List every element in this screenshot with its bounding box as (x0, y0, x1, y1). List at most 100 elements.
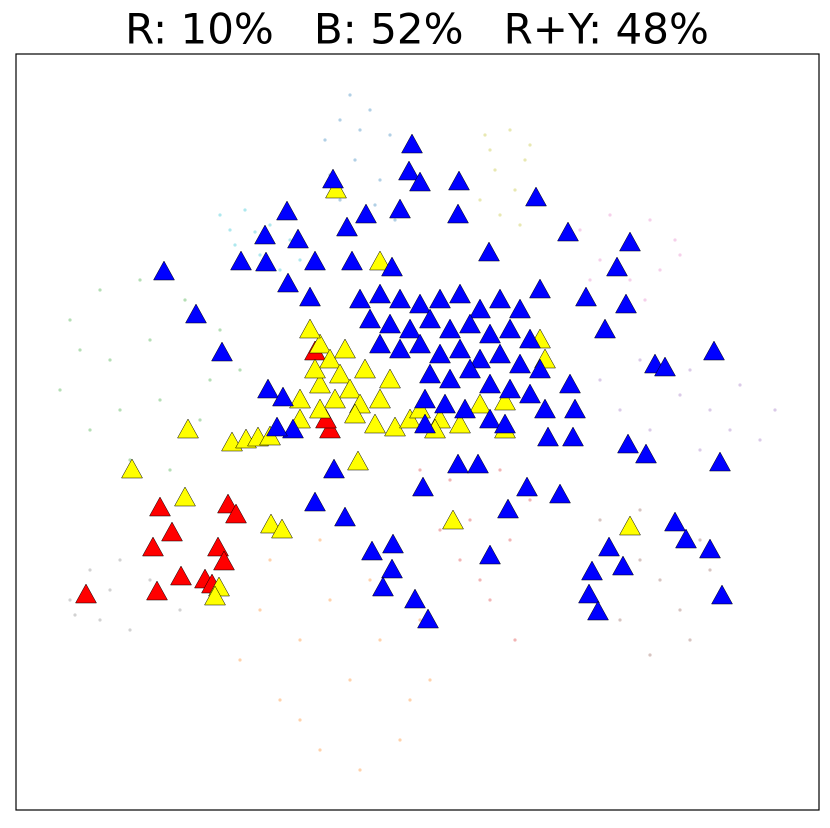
background-point (618, 618, 622, 622)
triangle-marker (575, 286, 597, 307)
background-point (488, 598, 492, 602)
background-point (408, 698, 412, 702)
triangle-marker (315, 408, 337, 429)
triangle-marker (429, 343, 451, 364)
triangle-marker (578, 583, 600, 604)
background-point (688, 638, 692, 642)
triangle-marker (404, 588, 426, 609)
background-point (528, 143, 532, 147)
plot-frame (15, 53, 820, 811)
triangle-marker (447, 203, 469, 224)
triangle-marker (185, 303, 207, 324)
background-point (398, 738, 402, 742)
background-point (183, 298, 187, 302)
triangle-marker (276, 200, 298, 221)
triangle-marker (564, 398, 586, 419)
background-point (728, 428, 732, 432)
triangle-marker (398, 160, 420, 181)
triangle-marker (619, 515, 641, 536)
background-point (468, 518, 472, 522)
triangle-marker (581, 560, 603, 581)
background-point (318, 748, 322, 752)
triangle-marker (479, 323, 501, 344)
triangle-marker (211, 341, 233, 362)
background-point (678, 393, 682, 397)
background-point (673, 238, 677, 242)
triangle-marker (334, 338, 356, 359)
background-point (168, 468, 172, 472)
triangle-marker (325, 178, 347, 199)
triangle-marker (459, 358, 481, 379)
background-point (738, 383, 742, 387)
background-point (498, 213, 502, 217)
background-point (508, 538, 512, 542)
background-point (348, 93, 352, 97)
triangle-marker (359, 308, 381, 329)
background-point (78, 348, 82, 352)
triangle-marker (369, 333, 391, 354)
background-point (288, 238, 292, 242)
background-point (588, 278, 592, 282)
background-point (338, 118, 342, 122)
background-point (638, 508, 642, 512)
triangle-marker (519, 383, 541, 404)
triangle-marker (711, 584, 733, 605)
triangle-marker (389, 288, 411, 309)
background-point (418, 618, 422, 622)
background-point (198, 418, 202, 422)
triangle-marker (304, 250, 326, 271)
triangle-marker (381, 256, 403, 277)
triangle-marker (489, 288, 511, 309)
background-point (478, 198, 482, 202)
background-point (68, 318, 72, 322)
background-point (478, 578, 482, 582)
triangle-marker (478, 241, 500, 262)
background-point (268, 223, 272, 227)
triangle-marker (414, 388, 436, 409)
triangle-marker (412, 476, 434, 497)
background-point (773, 408, 777, 412)
chart-title: R: 10% B: 52% R+Y: 48% (125, 5, 709, 54)
triangle-marker (459, 313, 481, 334)
background-point (348, 678, 352, 682)
background-point (388, 133, 392, 137)
background-point (118, 408, 122, 412)
triangle-marker (379, 313, 401, 334)
triangle-marker (349, 288, 371, 309)
triangle-marker (469, 298, 491, 319)
triangle-marker (494, 413, 516, 434)
background-point (418, 468, 422, 472)
background-point (698, 538, 702, 542)
background-point (278, 268, 282, 272)
triangle-marker (304, 491, 326, 512)
triangle-marker (509, 298, 531, 319)
background-point (628, 278, 632, 282)
triangle-marker (664, 511, 686, 532)
triangle-marker (389, 338, 411, 359)
background-point (378, 178, 382, 182)
triangle-marker (304, 358, 326, 379)
background-point (638, 558, 642, 562)
background-point (638, 358, 642, 362)
background-point (278, 698, 282, 702)
background-point (598, 518, 602, 522)
triangle-marker (497, 498, 519, 519)
background-point (118, 558, 122, 562)
background-point (618, 408, 622, 412)
background-point (458, 558, 462, 562)
background-point (643, 298, 647, 302)
triangle-marker (409, 293, 431, 314)
background-point (528, 498, 532, 502)
background-point (338, 198, 342, 202)
triangle-marker (557, 221, 579, 242)
triangle-marker (401, 133, 423, 154)
background-point (608, 213, 612, 217)
triangle-marker (439, 318, 461, 339)
triangle-marker (549, 483, 571, 504)
background-point (158, 398, 162, 402)
triangle-marker (525, 186, 547, 207)
background-point (358, 128, 362, 132)
triangle-marker (606, 256, 628, 277)
triangle-marker (354, 358, 376, 379)
triangle-marker (529, 358, 551, 379)
